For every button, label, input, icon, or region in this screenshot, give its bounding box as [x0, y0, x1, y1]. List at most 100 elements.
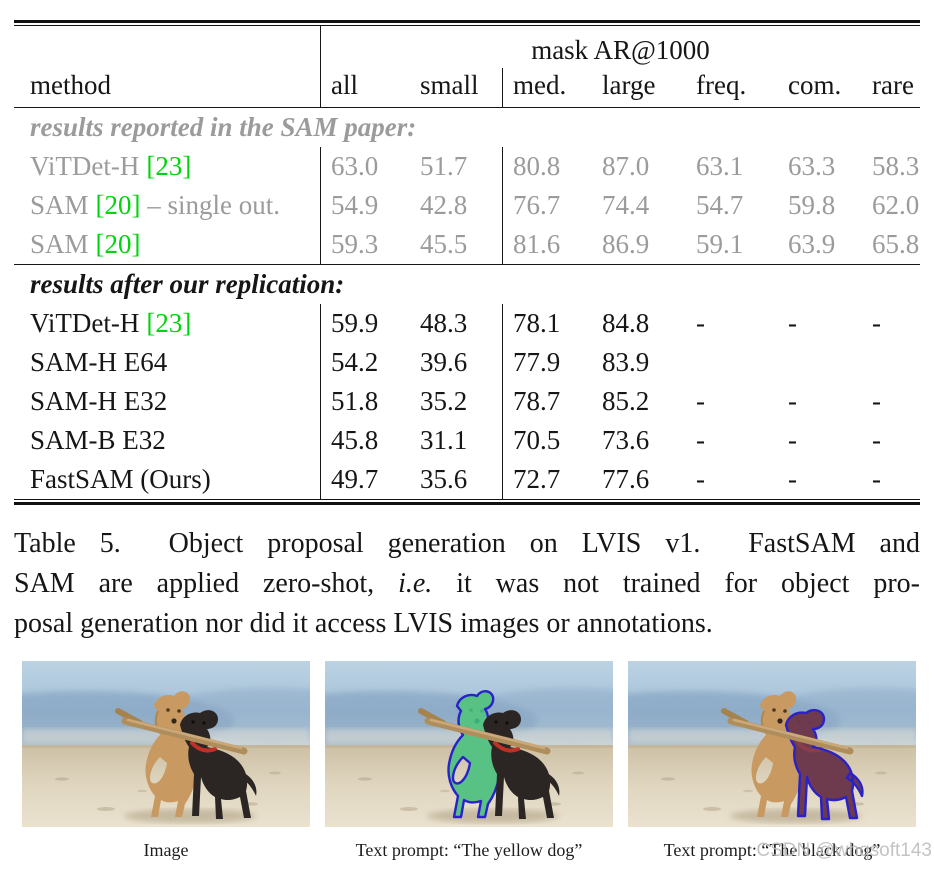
cell-value: - — [696, 425, 705, 455]
cell-value: 45.8 — [320, 421, 410, 460]
method-suffix: – single out. — [140, 190, 281, 220]
section-header-replication: results after our replication: — [14, 265, 920, 304]
cell-value: 84.8 — [602, 308, 650, 338]
cell-value: 87.0 — [602, 151, 650, 181]
empty-header-cell — [14, 26, 320, 68]
section-header-sam-paper: results reported in the SAM paper: — [14, 108, 920, 147]
cell-value: - — [696, 386, 705, 416]
cell-value: 78.1 — [502, 304, 592, 343]
figure-labels-row: Image Text prompt: “The yellow dog” Text… — [0, 840, 934, 861]
citation: [20] — [95, 229, 141, 259]
caption-line: Table 5. Object proposal generation on L… — [14, 528, 920, 559]
cell-value: 72.7 — [502, 460, 592, 499]
cell-value: 59.1 — [696, 229, 744, 259]
table-group-header-row: mask AR@1000 — [14, 26, 920, 68]
column-header-rare: rare — [872, 70, 914, 100]
cell-method: FastSAM (Ours) — [14, 460, 320, 499]
table-row: FastSAM (Ours) 49.7 35.6 72.7 77.6 - - - — [14, 460, 920, 499]
cell-value: 63.9 — [788, 229, 836, 259]
cell-value: 63.0 — [320, 147, 410, 186]
cell-value: 80.8 — [502, 147, 592, 186]
cell-value: 59.9 — [320, 304, 410, 343]
caption-line: posal generation nor did it access LVIS … — [14, 608, 713, 639]
table-section-rule — [14, 264, 920, 265]
cell-value: 86.9 — [602, 229, 650, 259]
figure-panel-yellow-dog-mask — [325, 661, 613, 827]
cell-value: 48.3 — [420, 308, 468, 338]
section-label: results reported in the SAM paper: — [30, 112, 417, 142]
cell-value: 51.8 — [320, 382, 410, 421]
table-row: SAM-B E32 45.8 31.1 70.5 73.6 - - - — [14, 421, 920, 460]
figure-panel-black-dog-mask — [628, 661, 916, 827]
column-header-med: med. — [502, 68, 592, 107]
panel-label-image: Image — [143, 840, 189, 860]
cell-value: 77.6 — [602, 464, 650, 494]
cell-value: - — [696, 464, 705, 494]
cell-value: 63.1 — [696, 151, 744, 181]
cell-value: - — [788, 425, 797, 455]
panel-label-black-dog: Text prompt: “The black dog” — [663, 840, 881, 860]
table-top-rule — [14, 20, 920, 26]
cell-value: 49.7 — [320, 460, 410, 499]
cell-value: 76.7 — [502, 186, 592, 225]
panel-label-yellow-dog: Text prompt: “The yellow dog” — [355, 840, 583, 860]
figure-row — [0, 661, 934, 827]
column-group-header: mask AR@1000 — [320, 26, 920, 68]
cell-value — [862, 343, 920, 382]
cell-value: 54.9 — [320, 186, 410, 225]
citation: [23] — [146, 308, 192, 338]
column-header-all: all — [320, 68, 410, 107]
cell-value: - — [872, 425, 881, 455]
cell-value: 59.3 — [320, 225, 410, 264]
method-name: FastSAM (Ours) — [30, 464, 211, 494]
cell-value: 65.8 — [872, 229, 920, 259]
cell-value: 62.0 — [872, 190, 920, 220]
cell-value: 39.6 — [420, 347, 468, 377]
cell-value: 58.3 — [872, 151, 920, 181]
caption-text: SAM are applied zero-shot, — [14, 568, 399, 599]
column-header-small: small — [420, 70, 479, 100]
table-row: SAM [20] 59.3 45.5 81.6 86.9 59.1 63.9 65… — [14, 225, 920, 264]
table-header-row: method all small med. large freq. com. r… — [14, 68, 920, 107]
column-header-com: com. — [788, 70, 842, 100]
cell-value: 31.1 — [420, 425, 468, 455]
cell-value: 63.3 — [788, 151, 836, 181]
table-row: ViTDet-H [23] 63.0 51.7 80.8 87.0 63.1 63… — [14, 147, 920, 186]
cell-value: 74.4 — [602, 190, 650, 220]
cell-value: - — [788, 308, 797, 338]
cell-method: SAM-H E64 — [14, 343, 320, 382]
cell-value — [778, 343, 862, 382]
cell-value: 45.5 — [420, 229, 468, 259]
method-name: SAM-H E32 — [30, 386, 168, 416]
caption-line: SAM are applied zero-shot, i.e. it was n… — [14, 564, 920, 604]
method-name: ViTDet-H — [30, 151, 140, 181]
caption-italic: i.e. — [398, 568, 433, 599]
cell-value: 54.2 — [320, 343, 410, 382]
cell-method: ViTDet-H [23] — [14, 147, 320, 186]
method-name: SAM — [30, 229, 89, 259]
cell-value: - — [872, 386, 881, 416]
cell-method: SAM [20] – single out. — [14, 186, 320, 225]
method-name: SAM — [30, 190, 89, 220]
cell-method: SAM-B E32 — [14, 421, 320, 460]
cell-value: 42.8 — [420, 190, 468, 220]
cell-value: 81.6 — [502, 225, 592, 264]
citation: [20] — [95, 190, 141, 220]
cell-value: - — [872, 464, 881, 494]
cell-value — [686, 343, 778, 382]
citation: [23] — [146, 151, 192, 181]
cell-value: 83.9 — [602, 347, 650, 377]
results-table: mask AR@1000 method all small med. large… — [14, 20, 920, 505]
table-mid-rule — [14, 107, 920, 108]
table-caption: Table 5. Object proposal generation on L… — [14, 524, 920, 644]
cell-value: 35.2 — [420, 386, 468, 416]
table-row: SAM-H E64 54.2 39.6 77.9 83.9 — [14, 343, 920, 382]
cell-value: 51.7 — [420, 151, 468, 181]
table-row: SAM-H E32 51.8 35.2 78.7 85.2 - - - — [14, 382, 920, 421]
cell-value: - — [696, 308, 705, 338]
table-row: ViTDet-H [23] 59.9 48.3 78.1 84.8 - - - — [14, 304, 920, 343]
column-header-freq: freq. — [696, 70, 747, 100]
column-header-large: large — [602, 70, 656, 100]
cell-value: 59.8 — [788, 190, 836, 220]
column-header-method: method — [30, 70, 111, 100]
